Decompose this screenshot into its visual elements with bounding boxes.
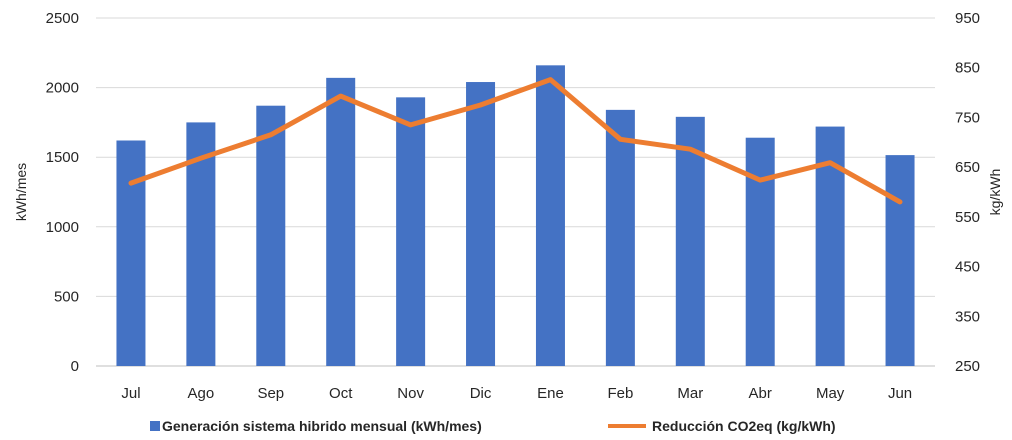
right-tick-label: 850 — [955, 60, 980, 77]
bar — [885, 155, 915, 366]
legend-line-label: Reducción CO2eq (kg/kWh) — [652, 418, 836, 434]
gridlines — [96, 17, 935, 367]
bar — [466, 82, 496, 367]
right-tick-label: 550 — [955, 209, 980, 226]
x-tick-label: Ene — [537, 385, 564, 402]
line-point — [200, 157, 202, 159]
right-tick-label: 950 — [955, 10, 980, 27]
right-tick-label: 650 — [955, 159, 980, 176]
right-axis-title: kg/kWh — [987, 169, 1003, 216]
line-point — [619, 138, 621, 140]
left-tick-label: 1500 — [46, 149, 79, 166]
line-point — [759, 179, 761, 181]
x-tick-label: Dic — [470, 385, 492, 402]
x-tick-label: Nov — [397, 385, 424, 402]
legend-bar-label: Generación sistema hibrido mensual (kWh/… — [162, 418, 482, 434]
legend-bar-swatch — [150, 421, 160, 431]
line-point — [270, 134, 272, 136]
bar-series — [116, 65, 915, 367]
line-point — [480, 104, 482, 106]
right-tick-label: 350 — [955, 308, 980, 325]
line-point — [899, 201, 901, 203]
left-axis-ticks: 0 500 1000 1500 2000 2500 — [46, 10, 79, 375]
left-tick-label: 2500 — [46, 10, 79, 27]
right-tick-label: 750 — [955, 109, 980, 126]
x-tick-label: Jul — [121, 385, 140, 402]
x-tick-label: Abr — [749, 385, 772, 402]
x-tick-label: Jun — [888, 385, 912, 402]
line-point — [410, 124, 412, 126]
right-axis-ticks: 250 350 450 550 650 750 850 950 — [955, 10, 980, 375]
bar — [396, 97, 426, 367]
line-point — [340, 95, 342, 97]
x-tick-label: Feb — [607, 385, 633, 402]
bar — [605, 109, 635, 366]
x-axis-ticks: Jul Ago Sep Oct Nov Dic Ene Feb Mar Abr May Jun — [121, 385, 912, 402]
co2-line — [128, 77, 903, 205]
bar — [535, 65, 565, 366]
line-point — [689, 148, 691, 150]
x-tick-label: Mar — [677, 385, 703, 402]
x-tick-label: Oct — [329, 385, 353, 402]
x-tick-label: Sep — [257, 385, 284, 402]
line-point — [130, 182, 132, 184]
left-tick-label: 0 — [71, 358, 79, 375]
bar — [256, 105, 286, 367]
bar — [326, 77, 356, 366]
legend: Generación sistema hibrido mensual (kWh/… — [150, 418, 836, 434]
left-tick-label: 2000 — [46, 80, 79, 97]
right-tick-label: 450 — [955, 259, 980, 276]
right-tick-label: 250 — [955, 358, 980, 375]
x-tick-label: Ago — [188, 385, 215, 402]
left-tick-label: 500 — [54, 288, 79, 305]
x-tick-label: May — [816, 385, 845, 402]
left-tick-label: 1000 — [46, 219, 79, 236]
line-point — [829, 162, 831, 164]
bar — [116, 140, 146, 366]
line-series — [128, 77, 903, 205]
bar — [675, 116, 705, 366]
left-axis-title: kWh/mes — [13, 163, 29, 221]
line-point — [549, 79, 551, 81]
bar — [745, 137, 775, 366]
